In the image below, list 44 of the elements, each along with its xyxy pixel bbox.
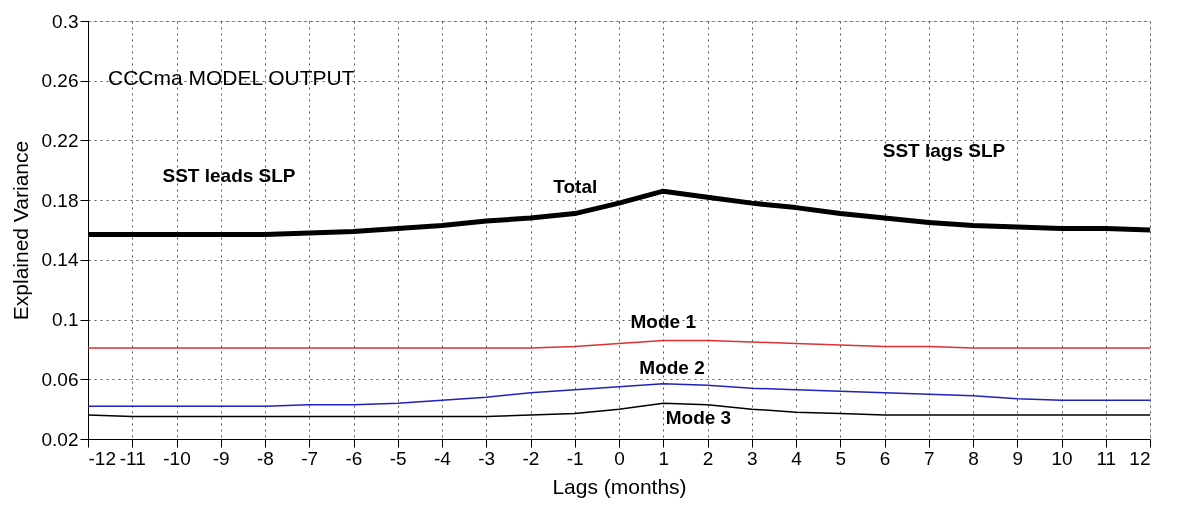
x-axis-title: Lags (months) — [552, 474, 687, 498]
x-tick-label: 3 — [746, 447, 758, 469]
annotation: CCCma MODEL OUTPUT — [108, 66, 355, 89]
x-tick-label: 4 — [791, 447, 803, 469]
y-tick-label: 0.22 — [41, 129, 79, 151]
x-tick-label: 9 — [1012, 447, 1024, 469]
series-label: Mode 3 — [665, 407, 732, 429]
x-tick-label: 12 — [1129, 447, 1151, 469]
x-tick-label: 10 — [1051, 447, 1073, 469]
line-series — [87, 383, 1151, 407]
annotation: SST leads SLP — [162, 165, 296, 186]
annotation: SST lags SLP — [882, 140, 1006, 161]
series-label: Mode 2 — [639, 356, 705, 378]
y-axis-title: Explained Variance — [8, 140, 32, 321]
y-tick-label: 0.02 — [41, 428, 79, 450]
x-tick-label: 5 — [835, 447, 847, 469]
x-tick-label: -2 — [522, 447, 540, 469]
x-tick-label: -4 — [434, 447, 452, 469]
x-tick-label: 2 — [702, 447, 714, 469]
x-tick-label: -6 — [345, 447, 363, 469]
x-tick-label: 1 — [658, 447, 670, 469]
x-tick-label: -5 — [389, 447, 407, 469]
series-label: Mode 1 — [630, 311, 697, 333]
x-tick-label: -11 — [119, 447, 146, 469]
series-label: Total — [553, 176, 598, 198]
y-tick-label: 0.18 — [41, 189, 79, 211]
y-tick-label: 0.3 — [52, 10, 79, 32]
line-series — [87, 339, 1151, 349]
x-tick-label: 11 — [1096, 447, 1117, 469]
x-tick-label: 6 — [879, 447, 891, 469]
x-tick-label: -10 — [163, 447, 191, 469]
x-tick-label: 8 — [968, 447, 979, 469]
x-tick-label: -7 — [301, 447, 319, 469]
x-tick-label: 0 — [614, 447, 625, 469]
x-tick-label: -8 — [257, 447, 274, 469]
y-tick-label: 0.06 — [41, 368, 79, 390]
y-tick-label: 0.1 — [52, 309, 79, 331]
x-tick-label: 7 — [923, 447, 935, 469]
x-tick-label: -1 — [566, 447, 584, 469]
y-tick-label: 0.26 — [41, 70, 79, 92]
x-tick-label: -12 — [88, 447, 116, 469]
y-tick-label: 0.14 — [41, 249, 79, 271]
x-tick-label: -3 — [478, 447, 496, 469]
x-tick-label: -9 — [212, 447, 230, 469]
